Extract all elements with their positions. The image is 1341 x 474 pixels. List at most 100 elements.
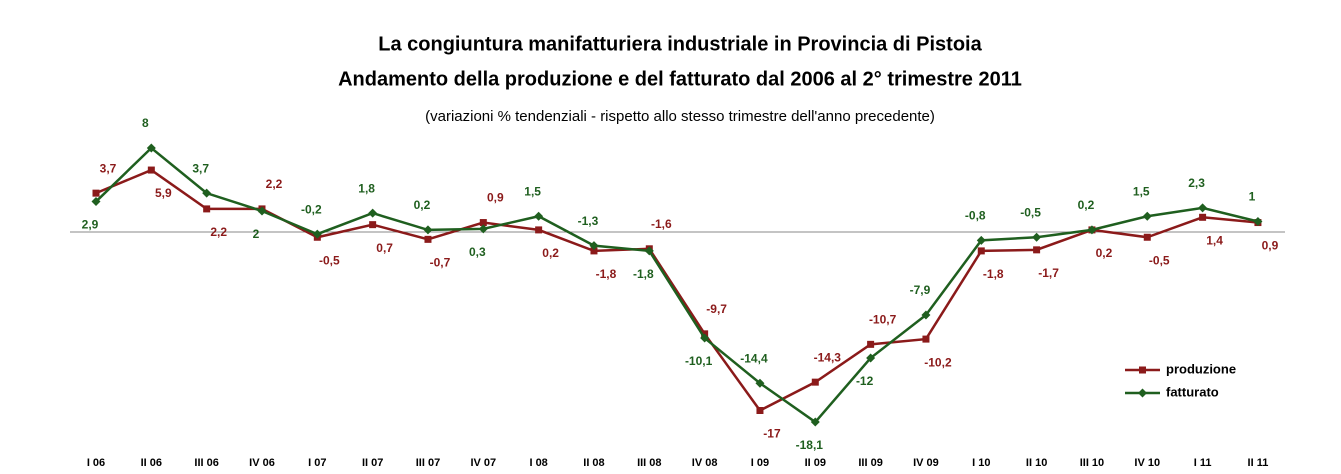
value-label: 0,2: [542, 246, 559, 260]
marker: [590, 247, 598, 255]
marker: [202, 188, 212, 198]
value-label: 0,9: [1262, 239, 1279, 253]
marker: [146, 143, 156, 153]
marker: [866, 353, 876, 363]
value-label: 1,5: [524, 184, 541, 198]
value-label: -12: [856, 374, 874, 388]
x-tick-label: I 10: [972, 457, 990, 469]
chart-note: (variazioni % tendenziali - rispetto all…: [425, 108, 935, 125]
value-label: 1,4: [1206, 233, 1223, 247]
legend-marker: [1139, 366, 1146, 374]
marker: [867, 340, 875, 348]
x-tick-label: II 09: [805, 457, 826, 469]
marker: [92, 189, 100, 197]
marker: [1033, 246, 1041, 254]
value-label: 8: [142, 116, 149, 130]
marker: [369, 221, 377, 229]
x-tick-label: III 09: [858, 457, 882, 469]
value-label: 2: [253, 227, 260, 241]
x-tick-label: I 11: [1194, 457, 1212, 469]
value-label: -1,6: [651, 217, 672, 231]
series-line: [95, 146, 1259, 424]
value-label: -0,2: [301, 202, 322, 216]
value-label: 5,9: [155, 186, 172, 200]
value-label: 2,3: [1188, 176, 1205, 190]
marker: [977, 247, 985, 255]
chart-title: La congiuntura manifatturiera industrial…: [378, 33, 982, 55]
marker: [1198, 203, 1208, 213]
marker: [424, 235, 432, 243]
value-label: -10,2: [924, 355, 952, 369]
value-label: 2,2: [210, 225, 227, 239]
x-tick-label: II 06: [141, 457, 162, 469]
marker: [91, 197, 101, 207]
x-tick-label: IV 08: [692, 457, 718, 469]
marker: [976, 235, 986, 245]
x-tick-label: III 10: [1080, 457, 1104, 469]
marker: [1143, 233, 1151, 241]
value-label: 1,5: [1133, 184, 1150, 198]
value-label: 1,8: [358, 181, 375, 195]
value-label: -14,4: [740, 351, 768, 365]
marker: [368, 208, 378, 218]
x-tick-label: II 08: [583, 457, 604, 469]
value-label: -0,8: [965, 209, 986, 223]
value-label: 0,2: [414, 198, 431, 212]
value-label: 0,7: [376, 241, 393, 255]
marker: [811, 378, 819, 386]
value-label: -1,8: [596, 267, 617, 281]
value-label: 0,2: [1078, 198, 1095, 212]
value-label: -18,1: [796, 438, 824, 452]
value-label: -9,7: [706, 302, 727, 316]
value-label: 1: [1249, 190, 1256, 204]
marker: [1142, 211, 1152, 221]
marker: [1253, 217, 1263, 226]
marker: [147, 166, 155, 174]
marker: [1199, 213, 1207, 221]
value-label: -0,7: [430, 256, 451, 270]
marker: [755, 378, 765, 388]
x-tick-label: II 07: [362, 457, 383, 469]
x-tick-label: I 07: [308, 457, 326, 469]
value-label: -10,1: [685, 354, 713, 368]
marker: [810, 417, 820, 427]
marker: [589, 241, 599, 251]
value-label: -17: [763, 427, 781, 441]
marker: [534, 211, 544, 221]
marker: [700, 333, 710, 343]
x-tick-label: IV 10: [1134, 457, 1160, 469]
marker: [423, 225, 433, 235]
marker: [921, 310, 931, 320]
marker: [478, 224, 488, 234]
x-tick-label: I 08: [529, 457, 547, 469]
marker: [257, 206, 267, 216]
chart-subtitle: Andamento della produzione e del fattura…: [338, 68, 1022, 90]
x-tick-label: III 08: [637, 457, 661, 469]
value-label: -1,3: [578, 214, 599, 228]
marker: [1032, 232, 1042, 242]
marker: [756, 407, 764, 414]
value-label: 3,7: [100, 161, 117, 175]
value-label: 0,9: [487, 191, 504, 205]
legend-label: fatturato: [1166, 384, 1219, 399]
legend-label: produzione: [1166, 361, 1236, 376]
marker: [535, 226, 543, 234]
x-tick-label: IV 09: [913, 457, 939, 469]
x-tick-label: III 06: [194, 457, 218, 469]
marker: [479, 219, 487, 227]
value-label: -10,7: [869, 313, 897, 327]
marker: [1087, 225, 1097, 235]
value-label: -1,7: [1038, 266, 1059, 280]
value-label: 0,3: [469, 245, 486, 259]
value-label: -7,9: [910, 283, 931, 297]
value-label: -0,5: [1149, 253, 1170, 267]
x-tick-label: IV 07: [470, 457, 496, 469]
x-tick-label: III 07: [416, 457, 440, 469]
value-label: -0,5: [1020, 205, 1041, 219]
x-tick-label: II 11: [1248, 457, 1269, 469]
value-label: 2,9: [82, 218, 99, 232]
value-label: 3,7: [192, 161, 209, 175]
marker: [203, 205, 211, 213]
marker: [922, 335, 930, 343]
